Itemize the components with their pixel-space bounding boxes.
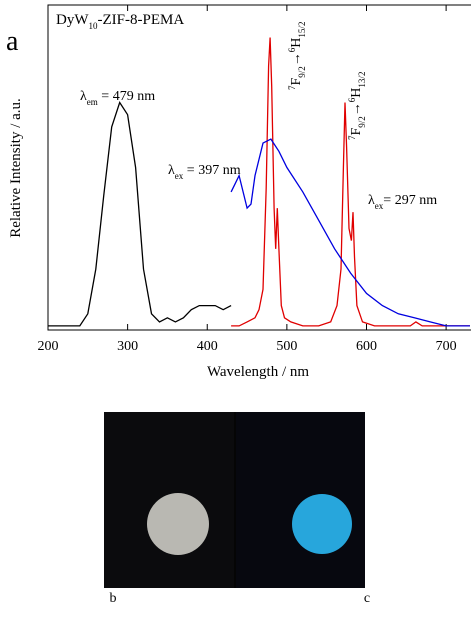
annotation: λem = 479 nm (80, 89, 155, 107)
text-part: → (289, 52, 304, 66)
text-part: 7 (287, 85, 297, 90)
text-part: λ (368, 193, 375, 208)
plot-frame (47, 4, 471, 331)
text-part: F (349, 128, 364, 136)
x-tick-label: 400 (197, 339, 218, 354)
x-tick-label: 600 (356, 339, 377, 354)
text-part: = 479 nm (98, 89, 155, 104)
photos: b c (104, 412, 370, 606)
annotation: λex = 397 nm (168, 163, 241, 181)
text-part: F (289, 78, 304, 86)
annotation: 7F9/2→6H15/2 (287, 22, 307, 90)
annotation: λex= 297 nm (368, 193, 437, 211)
text-part: λ (80, 89, 87, 104)
text-part: ex (175, 171, 184, 181)
spectrum-line (230, 138, 470, 327)
y-axis-label: Relative Intensity / a.u. (8, 98, 24, 238)
spectrum-line (48, 101, 232, 327)
text-part: = 397 nm (183, 163, 240, 178)
text-part: 6 (287, 47, 297, 52)
photo-label: b (110, 591, 117, 606)
text-part: = 297 nm (383, 193, 437, 208)
x-axis-label: Wavelength / nm (207, 364, 309, 380)
text-part: 7 (347, 135, 357, 140)
text-part: → (349, 102, 364, 116)
text-part: em (87, 97, 98, 107)
photo-label: c (364, 591, 370, 606)
text-part: 9/2 (357, 116, 367, 128)
x-tick-label: 200 (38, 339, 59, 354)
text-part: 9/2 (297, 66, 307, 78)
text-part: -ZIF-8-PEMA (98, 12, 185, 28)
photo-c (236, 412, 365, 588)
text-part: H (349, 88, 364, 98)
x-tick-label: 500 (276, 339, 297, 354)
panel-label: a (6, 26, 19, 57)
spectrum-line (231, 37, 470, 327)
text-part: H (289, 38, 304, 48)
sample-blue (292, 494, 352, 554)
text-part: 15/2 (297, 22, 307, 38)
text-part: λ (168, 163, 175, 178)
x-tick-label: 700 (436, 339, 457, 354)
text-part: 13/2 (357, 72, 367, 88)
x-tick-label: 300 (117, 339, 138, 354)
text-part: 10 (89, 21, 99, 31)
text-part: DyW (56, 12, 89, 28)
chart-title: DyW10-ZIF-8-PEMA (56, 12, 184, 31)
sample-white (147, 493, 209, 555)
text-part: 6 (347, 97, 357, 102)
text-part: ex (375, 201, 384, 211)
annotation: 7F9/2→6H13/2 (347, 72, 367, 140)
